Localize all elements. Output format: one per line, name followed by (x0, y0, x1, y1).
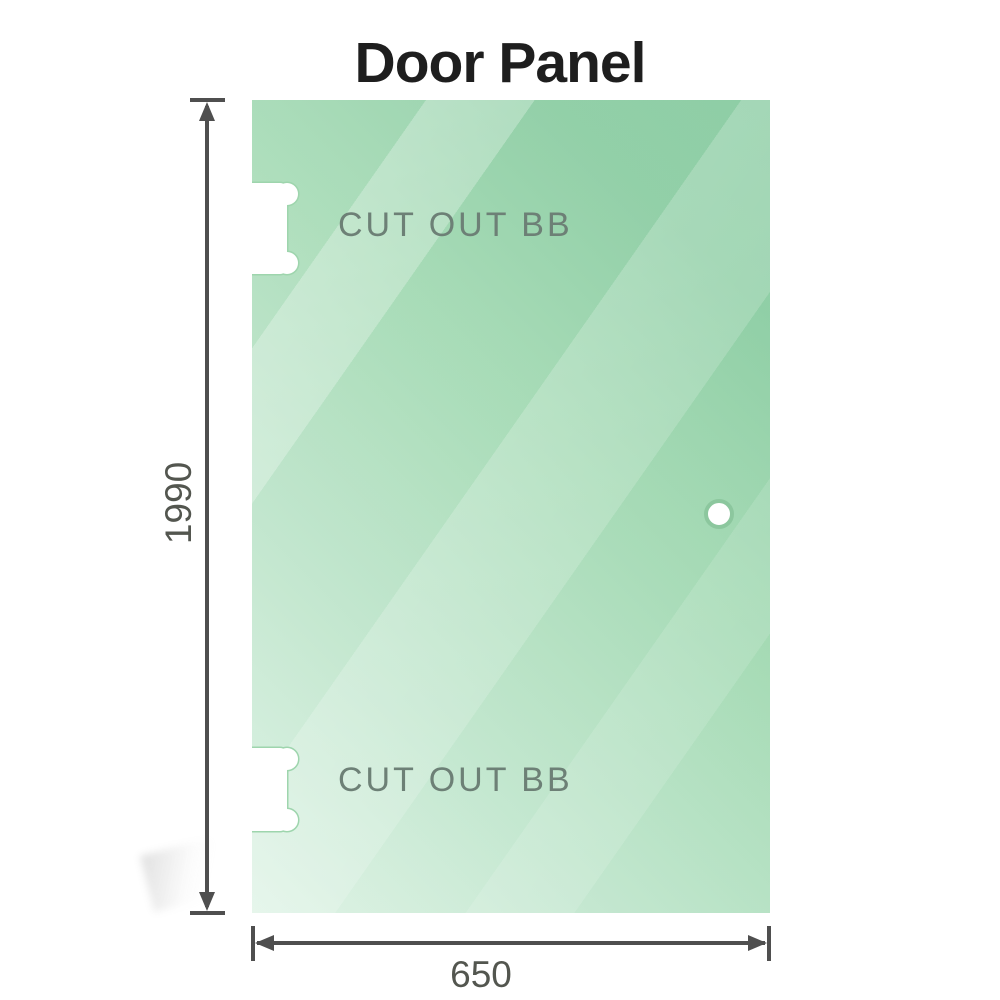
hinge-cutout-outlines (252, 181, 300, 833)
width-dimension-arrow (251, 926, 771, 961)
cutout-label-top: CUT OUT BB (338, 206, 573, 244)
handle-hole (704, 499, 734, 529)
height-dimension-label: 1990 (158, 461, 199, 545)
height-dimension-arrow (190, 98, 225, 915)
page-title: Door Panel (354, 31, 647, 95)
cutout-label-bottom: CUT OUT BB (338, 761, 573, 799)
hinge-cutout-top (252, 183, 298, 274)
hinge-cutout-bottom (252, 748, 298, 831)
width-dimension-label: 650 (450, 954, 512, 995)
glass-panel (252, 100, 770, 913)
